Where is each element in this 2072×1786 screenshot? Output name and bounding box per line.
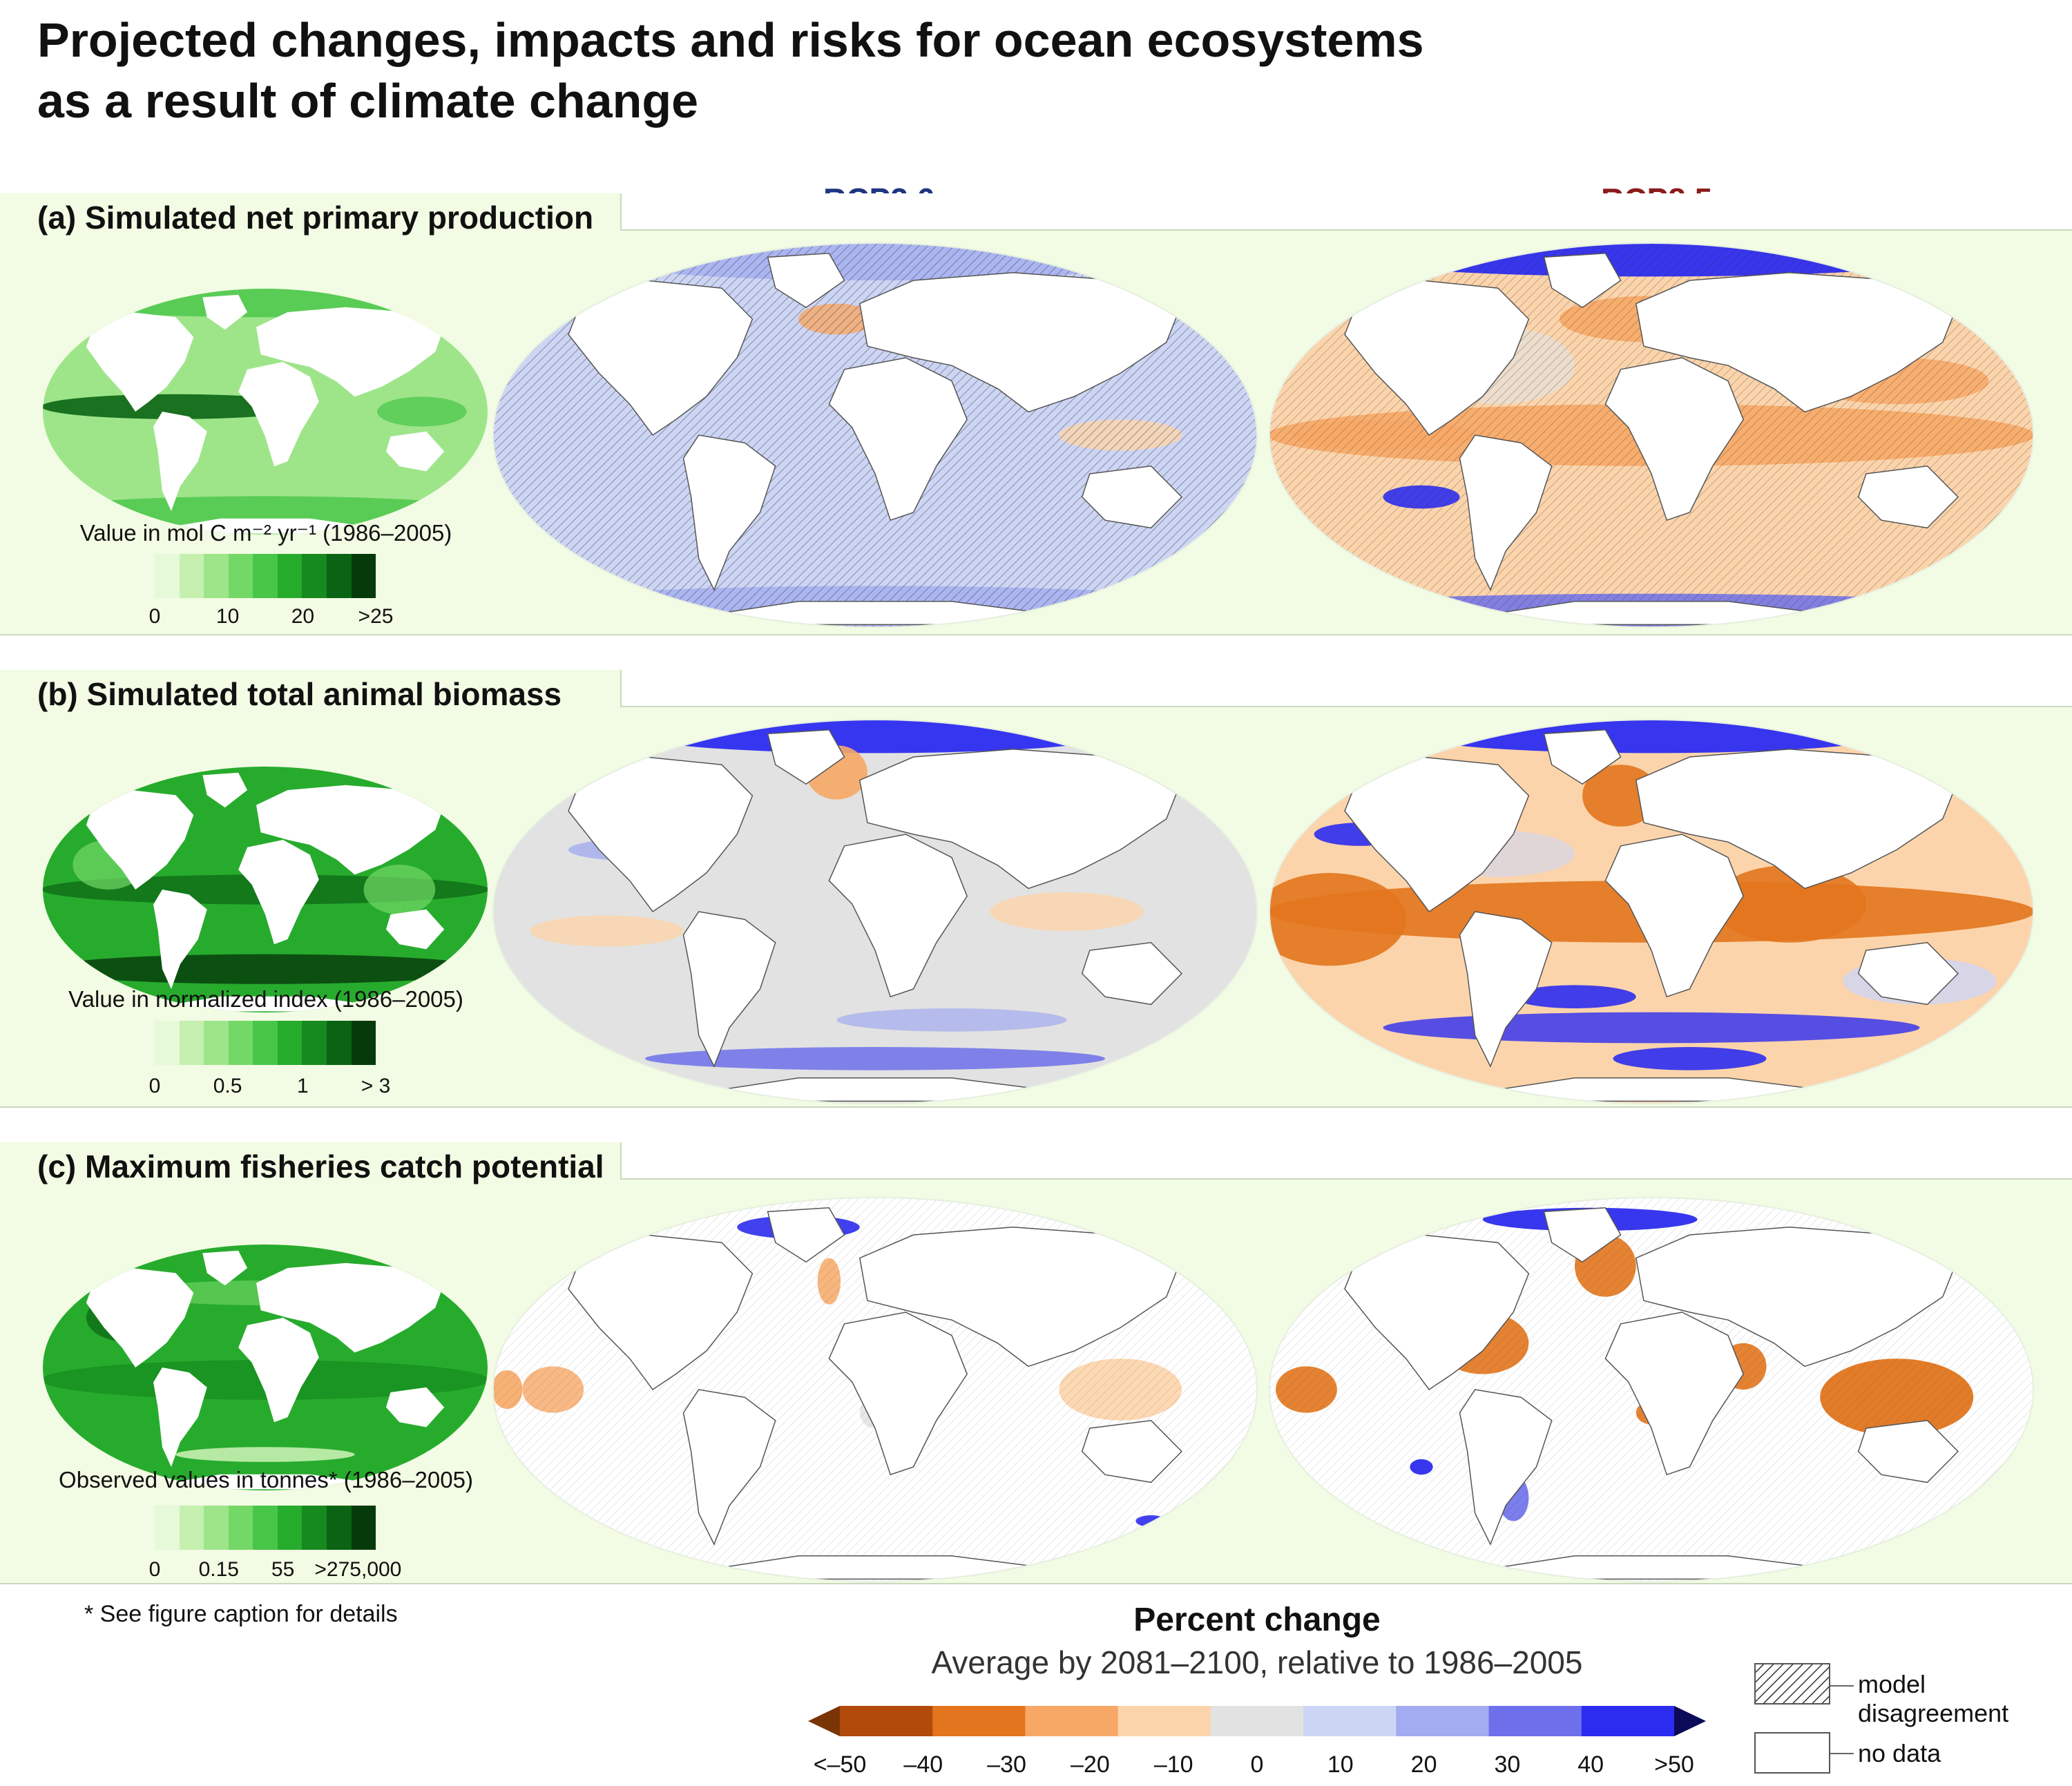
colorbar-swatch <box>1581 1706 1675 1736</box>
map-biomass-baseline <box>43 767 488 1012</box>
tick-label: –20 <box>1071 1751 1110 1778</box>
diverging-colorbar <box>808 1706 1706 1736</box>
colorbar-swatch <box>253 1506 278 1550</box>
units-fisheries: Observed values in tonnes* (1986–2005) <box>59 1467 473 1492</box>
tick-label: 0 <box>148 1558 161 1581</box>
colorbar-biomass <box>155 1021 376 1065</box>
colorbar-swatch <box>228 554 253 598</box>
colorbar-swatch <box>840 1706 933 1736</box>
colorbar-swatch <box>204 554 229 598</box>
colorbar-swatch <box>253 1021 278 1065</box>
colorbar-swatch <box>326 1021 352 1065</box>
map-fisheries-baseline <box>43 1245 488 1490</box>
colorbar-swatch <box>302 554 327 598</box>
tick-label: >275,000 <box>314 1558 402 1581</box>
map-fisheries-rcp26 <box>492 1197 1258 1582</box>
tick-label: –10 <box>1153 1751 1193 1778</box>
map-biomass-rcp26 <box>492 719 1258 1104</box>
panel-label-npp: (a) Simulated net primary production <box>37 200 594 236</box>
colorbar-swatch <box>326 554 352 598</box>
map-npp-rcp85 <box>1269 242 2034 628</box>
map-npp-baseline <box>43 289 488 535</box>
colorbar-swatch <box>277 1506 303 1550</box>
tick-label: >50 <box>1654 1751 1694 1778</box>
tick-label: 0 <box>1250 1751 1264 1778</box>
tick-label: > 3 <box>361 1075 391 1097</box>
colorbar-swatch <box>204 1506 229 1550</box>
tick-label: –40 <box>903 1751 943 1778</box>
tick-label: 40 <box>1577 1751 1604 1778</box>
colorbar-swatch <box>204 1021 229 1065</box>
tick-label: 30 <box>1494 1751 1521 1778</box>
colorbar-swatch <box>302 1021 327 1065</box>
tick-label: –30 <box>987 1751 1026 1778</box>
tick-label: 20 <box>291 605 315 628</box>
model-disagreement-swatch <box>1754 1663 1830 1705</box>
colorbar-swatch <box>155 554 180 598</box>
colorbar-swatch <box>351 1506 376 1550</box>
colorbar-swatch <box>808 1706 840 1736</box>
colorbar-swatch <box>155 1021 180 1065</box>
panel-label-fisheries: (c) Maximum fisheries catch potential <box>37 1149 604 1184</box>
colorbar-swatch <box>1396 1706 1490 1736</box>
colorbar-swatch <box>277 1021 303 1065</box>
map-biomass-rcp85 <box>1269 719 2034 1104</box>
colorbar-swatch <box>228 1021 253 1065</box>
units-npp: Value in mol C m⁻² yr⁻¹ (1986–2005) <box>79 520 452 546</box>
figure-title: Projected changes, impacts and risks for… <box>37 10 1695 131</box>
tick-label: 55 <box>271 1558 295 1581</box>
tick-label: 0 <box>148 605 161 628</box>
colorbar-swatch <box>1674 1706 1706 1736</box>
colorbar-swatch <box>179 554 204 598</box>
units-biomass: Value in normalized index (1986–2005) <box>68 986 463 1012</box>
colorbar-swatch <box>253 554 278 598</box>
percent-change-subtitle: Average by 2081–2100, relative to 1986–2… <box>931 1644 1583 1680</box>
tick-label: >25 <box>358 605 394 628</box>
colorbar-swatch <box>1117 1706 1211 1736</box>
colorbar-swatch <box>351 1021 376 1065</box>
colorbar-swatch <box>1303 1706 1397 1736</box>
figure-title-line2: as a result of climate change <box>37 74 699 128</box>
colorbar-swatch <box>302 1506 327 1550</box>
diverging-colorbar-ticks: <–50 –40 –30 –20 –10 0 10 20 30 40 >50 <box>0 1751 2072 1779</box>
colorbar-swatch <box>932 1706 1026 1736</box>
tick-label: 0.15 <box>198 1558 239 1581</box>
colorbar-swatch <box>277 554 303 598</box>
colorbar-swatch <box>326 1506 352 1550</box>
tick-label: 10 <box>215 605 240 628</box>
tick-label: <–50 <box>813 1751 867 1778</box>
colorbar-swatch <box>351 554 376 598</box>
colorbar-swatch <box>228 1506 253 1550</box>
colorbar-fisheries <box>155 1506 376 1550</box>
footnote: * See figure caption for details <box>84 1601 398 1627</box>
legend-no-data: no data <box>1858 1739 1941 1767</box>
tick-label: 1 <box>297 1075 309 1097</box>
colorbar-swatch <box>155 1506 180 1550</box>
colorbar-swatch <box>1488 1706 1582 1736</box>
panel-label-biomass: (b) Simulated total animal biomass <box>37 676 562 712</box>
colorbar-npp <box>155 554 376 598</box>
percent-change-title: Percent change <box>1133 1602 1381 1638</box>
tick-label: 10 <box>1327 1751 1354 1778</box>
tick-label: 0 <box>148 1075 161 1097</box>
colorbar-swatch <box>179 1506 204 1550</box>
colorbar-swatch <box>179 1021 204 1065</box>
colorbar-swatch <box>1210 1706 1304 1736</box>
map-fisheries-rcp85 <box>1269 1197 2034 1582</box>
map-npp-rcp26 <box>492 242 1258 628</box>
figure-title-line1: Projected changes, impacts and risks for… <box>37 13 1424 67</box>
no-data-swatch <box>1754 1732 1830 1774</box>
tick-label: 20 <box>1410 1751 1437 1778</box>
legend-model-disagreement: model disagreement <box>1858 1670 2009 1727</box>
tick-label: 0.5 <box>213 1075 242 1097</box>
colorbar-swatch <box>1025 1706 1119 1736</box>
